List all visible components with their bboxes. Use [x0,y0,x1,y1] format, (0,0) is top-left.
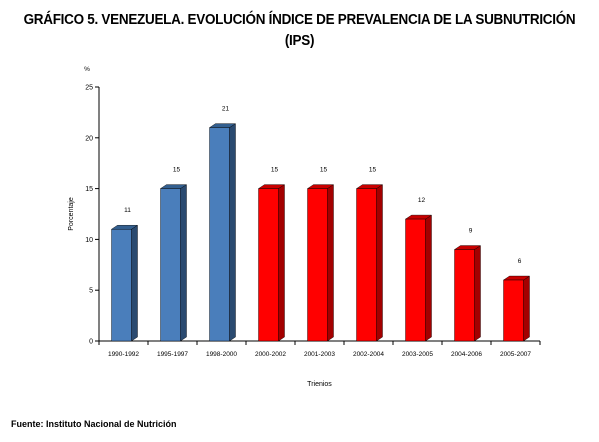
bar-side-2005-2007 [523,275,530,342]
data-label: 12 [418,197,426,204]
bar-1998-2000 [209,127,230,342]
bar-2004-2006 [454,249,475,342]
x-tick-label: 2005-2007 [500,351,531,358]
bar-side-1998-2000 [229,123,236,342]
bar-side-2003-2005 [425,214,432,342]
source-note: Fuente: Instituto Nacional de Nutrición [11,419,177,429]
x-tick-label: 1998-2000 [206,351,237,358]
data-label: 15 [271,167,279,174]
bar-2001-2003 [307,188,328,342]
bar-1990-1992 [111,229,132,342]
y-tick-label: 25 [85,85,93,92]
bar-2005-2007 [503,279,524,342]
data-label: 15 [173,167,181,174]
bar-side-2000-2002 [278,184,285,342]
data-label: 15 [320,167,328,174]
x-tick-label: 2000-2002 [255,351,286,358]
x-tick-label: 2004-2006 [451,351,482,358]
data-label: 6 [518,258,522,265]
data-label: 9 [469,228,473,235]
y-tick-label: 0 [89,339,93,346]
x-tick-label: 1990-1992 [108,351,139,358]
bar-side-2001-2003 [327,184,334,342]
bar-side-1995-1997 [180,184,187,342]
y-tick-label: 10 [85,237,93,244]
y-axis-title: Porcentaje [68,197,75,231]
x-tick-label: 2003-2005 [402,351,433,358]
y-tick-label: 20 [85,135,93,142]
x-tick-label: 2001-2003 [304,351,335,358]
x-tick-label: 2002-2004 [353,351,384,358]
bar-side-1990-1992 [131,224,138,342]
bar-2003-2005 [405,218,426,342]
y-tick-label: 5 [89,288,93,295]
y-tick-label: 15 [85,186,93,193]
bar-2000-2002 [258,188,279,342]
data-label: 11 [124,207,131,214]
y-unit-label: % [84,66,90,73]
chart-title-line-2: (IPS) [284,33,315,49]
bar-2002-2004 [356,188,377,342]
data-label: 21 [222,106,230,113]
chart-title-line-1: GRÁFICO 5. VENEZUELA. EVOLUCIÓN ÍNDICE D… [23,12,576,28]
bar-1995-1997 [160,188,181,342]
bar-side-2004-2006 [474,245,481,342]
x-axis-title: Trienios [307,381,332,388]
data-label: 15 [369,167,377,174]
x-tick-label: 1995-1997 [157,351,188,358]
bar-side-2002-2004 [376,184,383,342]
